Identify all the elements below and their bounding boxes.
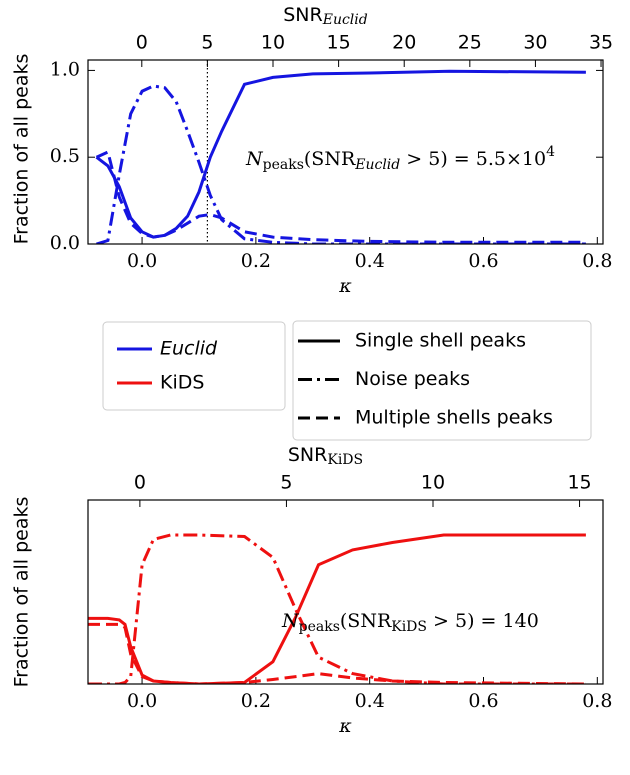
x-tick-label: 0.0 xyxy=(127,690,157,712)
annotation: Npeaks(SNRKiDS > 5) = 140 xyxy=(281,610,539,635)
annot-pre-sub: KiDS xyxy=(391,619,427,635)
legend-label: Euclid xyxy=(160,338,218,360)
annot-sup: 4 xyxy=(546,144,555,160)
line-series xyxy=(88,622,586,684)
x-tick-label: 0.2 xyxy=(241,250,271,272)
x2-label-main: SNR xyxy=(288,444,327,466)
y-axis-label: Fraction of all peaks xyxy=(11,497,33,688)
y-tick-label: 0.5 xyxy=(50,145,80,167)
x2-label-sub: Euclid xyxy=(322,12,368,28)
x2-tick-label: 25 xyxy=(458,32,482,54)
annot-n-sub: peaks xyxy=(299,619,340,635)
x-tick-label: 0.4 xyxy=(355,250,385,272)
annot-n: N xyxy=(245,148,264,170)
line-series xyxy=(95,149,586,244)
x2-tick-label: 5 xyxy=(280,472,292,494)
x2-tick-label: 0 xyxy=(136,32,148,54)
x2-tick-label: 15 xyxy=(567,472,591,494)
color-legend-box xyxy=(102,321,286,411)
x-tick-label: 0.6 xyxy=(468,250,498,272)
annot-n-sub: peaks xyxy=(263,157,304,173)
annot-pre: (SNR xyxy=(304,148,356,170)
x2-tick-label: 10 xyxy=(421,472,445,494)
y-tick-label: 0.0 xyxy=(50,232,80,254)
annot-n: N xyxy=(281,610,300,632)
y-axis-label: Fraction of all peaks xyxy=(11,54,33,245)
x2-tick-label: 20 xyxy=(392,32,416,54)
x2-tick-label: 0 xyxy=(134,472,146,494)
legend-label: KiDS xyxy=(160,372,204,394)
x2-tick-label: 15 xyxy=(327,32,351,54)
x2-tick-label: 30 xyxy=(523,32,547,54)
y-tick-label: 1.0 xyxy=(50,58,80,80)
line-series xyxy=(96,84,586,244)
legend-label: Noise peaks xyxy=(355,368,470,390)
annot-post: > 5) = 140 xyxy=(427,610,539,632)
x-tick-label: 0.6 xyxy=(468,690,498,712)
axes-frame xyxy=(87,59,604,245)
x-tick-label: 0.2 xyxy=(241,690,271,712)
x-axis-label: κ xyxy=(338,715,352,737)
x-tick-label: 0.4 xyxy=(355,690,385,712)
x2-axis-label: SNREuclid xyxy=(283,4,368,29)
x-axis-label: κ xyxy=(338,275,352,297)
legend-label: Single shell peaks xyxy=(355,330,526,352)
annotation: Npeaks(SNREuclid > 5) = 5.5×104 xyxy=(245,144,555,173)
line-series xyxy=(88,533,586,684)
style-legend-box xyxy=(292,320,592,441)
x2-tick-label: 35 xyxy=(589,32,613,54)
annot-pre: (SNR xyxy=(340,610,392,632)
line-series xyxy=(88,533,586,684)
x-tick-label: 0.0 xyxy=(127,250,157,272)
line-series xyxy=(95,69,586,239)
x2-axis-label: SNRKiDS xyxy=(288,444,363,469)
x2-tick-label: 5 xyxy=(201,32,213,54)
x2-label-main: SNR xyxy=(283,4,322,26)
annot-post: > 5) = 5.5×10 xyxy=(400,148,546,170)
x-tick-label: 0.8 xyxy=(582,250,612,272)
annot-pre-sub: Euclid xyxy=(354,157,400,173)
x2-tick-label: 10 xyxy=(261,32,285,54)
axes-frame xyxy=(87,499,604,685)
legend-label: Multiple shells peaks xyxy=(355,407,553,429)
x-tick-label: 0.8 xyxy=(582,690,612,712)
x2-label-sub: KiDS xyxy=(327,452,363,468)
